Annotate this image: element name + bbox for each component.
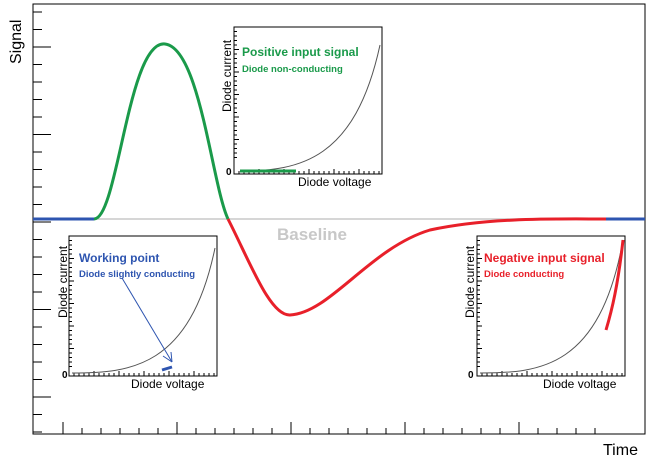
inset-subtitle: Diode slightly conducting (79, 269, 195, 280)
inset-ticks (69, 240, 215, 376)
inset-zero-label: 0 (226, 167, 232, 178)
inset-zero-label: 0 (62, 370, 68, 381)
inset-x-label: Diode voltage (131, 377, 205, 391)
negative-signal-curve (226, 217, 607, 317)
inset-y-label: Diode current (56, 245, 70, 318)
baseline-label: Baseline (277, 225, 347, 244)
inset-title: Working point (79, 251, 159, 265)
inset-x-label: Diode voltage (543, 377, 617, 391)
inset-subtitle: Diode non-conducting (242, 64, 343, 75)
operating-segment (161, 365, 173, 372)
inset-frame (68, 235, 218, 377)
inset-zero-label: 0 (468, 370, 474, 381)
inset-title: Positive input signal (242, 45, 359, 59)
inset-negative: Negative input signal Diode conducting D… (463, 235, 626, 391)
inset-positive: Positive input signal Diode non-conducti… (220, 26, 383, 189)
pointer-arrow (121, 277, 173, 363)
x-axis-label: Time (603, 442, 638, 459)
inset-y-label: Diode current (463, 245, 477, 318)
positive-signal-curve (93, 42, 230, 221)
diode-iv-curve (479, 239, 624, 374)
inset-ticks (477, 240, 623, 376)
inset-y-label: Diode current (220, 39, 234, 112)
inset-subtitle: Diode conducting (484, 269, 564, 280)
main-axis-ticks (33, 11, 596, 434)
inset-title: Negative input signal (484, 251, 605, 265)
inset-x-label: Diode voltage (298, 175, 372, 189)
inset-frame (476, 235, 626, 377)
inset-working-point: Working point Diode slightly conducting … (56, 235, 218, 391)
operating-segment (604, 239, 625, 331)
inset-frame (233, 26, 383, 175)
y-axis-label: Signal (8, 20, 25, 64)
diode-iv-curve (71, 247, 216, 374)
pointer-arrowhead (162, 351, 173, 363)
